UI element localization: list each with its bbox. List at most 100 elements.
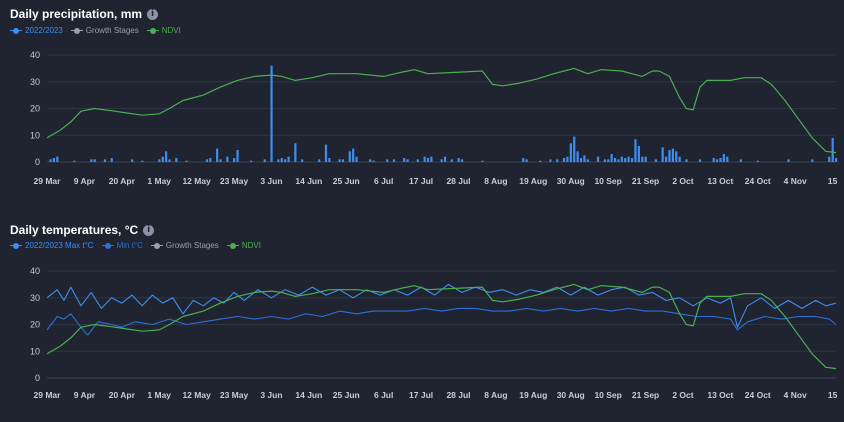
precip-bar (324, 144, 328, 162)
x-tick-label: 4 Nov (784, 176, 807, 186)
precip-bar (726, 156, 729, 162)
precip-bar (386, 159, 389, 162)
precip-bar (525, 159, 528, 162)
precip-bar (586, 159, 589, 162)
x-tick-label: 1 May (147, 390, 171, 400)
precip-bar (301, 159, 304, 162)
precip-bar (556, 159, 559, 162)
precip-bar (352, 148, 355, 162)
y-tick-label: 20 (30, 104, 40, 114)
precip-bar (294, 143, 297, 162)
legend-item-growth-stages[interactable]: Growth Stages (70, 26, 139, 35)
precip-bar (603, 159, 606, 162)
precip-bar (430, 156, 433, 162)
precip-bar (426, 157, 430, 162)
info-icon[interactable]: i (147, 8, 159, 20)
x-tick-label: 3 Jun (260, 390, 282, 400)
precip-bar (355, 156, 358, 162)
legend-item-growth-stages[interactable]: Growth Stages (150, 241, 219, 250)
precip-bar (617, 159, 620, 162)
precip-bar (460, 159, 464, 162)
x-tick-label: 17 Jul (409, 176, 433, 186)
temp-chart-title: Daily temperatures, °C i (10, 223, 155, 237)
precip-bar (579, 157, 583, 162)
legend-marker-icon (150, 242, 163, 250)
precip-bar (450, 159, 453, 162)
legend-marker-icon (10, 27, 22, 35)
x-tick-label: 29 Mar (34, 176, 62, 186)
precip-bar (739, 159, 742, 162)
x-tick-label: 3 Jun (260, 176, 282, 186)
x-tick-label: 10 Sep (594, 176, 621, 186)
precip-bar (175, 157, 178, 162)
y-tick-label: 10 (30, 130, 40, 140)
precip-bar (185, 160, 188, 162)
precip-bar (219, 159, 222, 162)
precip-bar (831, 137, 834, 162)
x-tick-label: 30 Aug (557, 390, 585, 400)
precip-bar (205, 159, 209, 162)
legend-label: Min t°C (116, 241, 143, 250)
y-tick-label: 0 (35, 373, 40, 383)
precip-bar (406, 159, 409, 162)
precip-bar (620, 156, 623, 162)
x-tick-label: 20 Apr (109, 176, 136, 186)
precip-bar (596, 156, 600, 162)
x-tick-label: 24 Oct (745, 176, 771, 186)
legend-item-min-temp[interactable]: Min t°C (101, 241, 143, 250)
y-tick-label: 0 (35, 157, 40, 167)
precip-bar (226, 156, 229, 162)
x-tick-label: 25 Jun (333, 176, 360, 186)
precip-bar (671, 148, 674, 162)
precip-bar (630, 157, 634, 162)
x-tick-label: 12 May (182, 176, 211, 186)
legend-item-ndvi[interactable]: NDVI (146, 26, 181, 35)
precip-bar (641, 156, 644, 162)
precip-bar (678, 156, 681, 162)
x-tick-label: 23 May (220, 390, 249, 400)
x-tick-label: 13 Oct (707, 390, 733, 400)
legend-label: 2022/2023 (25, 26, 63, 35)
precip-bar (52, 157, 56, 162)
precip-title-text: Daily precipitation, mm (10, 7, 143, 21)
precip-bar (216, 148, 219, 162)
info-icon[interactable]: i (143, 224, 155, 236)
x-tick-label: 6 Jul (374, 176, 393, 186)
x-tick-label: 28 Jul (446, 176, 470, 186)
temp-title-text: Daily temperatures, °C (10, 223, 139, 237)
precip-bar (161, 156, 164, 162)
x-tick-label: 25 Jun (333, 390, 360, 400)
legend-item-ndvi[interactable]: NDVI (226, 241, 261, 250)
precip-bar (698, 159, 702, 162)
precip-bar (539, 160, 542, 162)
precip-bar (661, 147, 664, 162)
precip-bar (263, 159, 266, 162)
legend-item-max-temp[interactable]: 2022/2023 Max t°C (10, 241, 94, 250)
x-tick-label: 20 Apr (109, 390, 136, 400)
precip-bar (423, 156, 426, 162)
precip-bar (165, 151, 168, 162)
x-tick-label: 9 Apr (74, 390, 96, 400)
x-tick-label: 6 Jul (374, 390, 393, 400)
precip-bar (392, 159, 396, 162)
precip-bar (634, 139, 637, 162)
x-tick-label: 28 Jul (446, 390, 470, 400)
precip-bar (49, 159, 52, 162)
precip-bar (341, 159, 345, 162)
precip-bar (562, 157, 566, 162)
precip-bar (675, 151, 678, 162)
precip-bar (549, 159, 552, 162)
ndvi-line (46, 67, 837, 154)
legend-item-2022-2023[interactable]: 2022/2023 (10, 26, 63, 35)
x-tick-label: 4 Nov (784, 390, 807, 400)
precip-bar (236, 149, 239, 162)
x-tick-label: 1 May (147, 176, 171, 186)
x-tick-label: 17 Jul (409, 390, 433, 400)
legend-marker-icon (101, 242, 114, 250)
x-tick-label: 12 May (182, 390, 211, 400)
precip-bar (369, 159, 372, 162)
x-tick-label: 9 Apr (74, 176, 96, 186)
precip-chart-title: Daily precipitation, mm i (10, 7, 159, 21)
x-tick-label: 2 Oct (672, 176, 693, 186)
x-tick-label: 19 Aug (519, 390, 547, 400)
